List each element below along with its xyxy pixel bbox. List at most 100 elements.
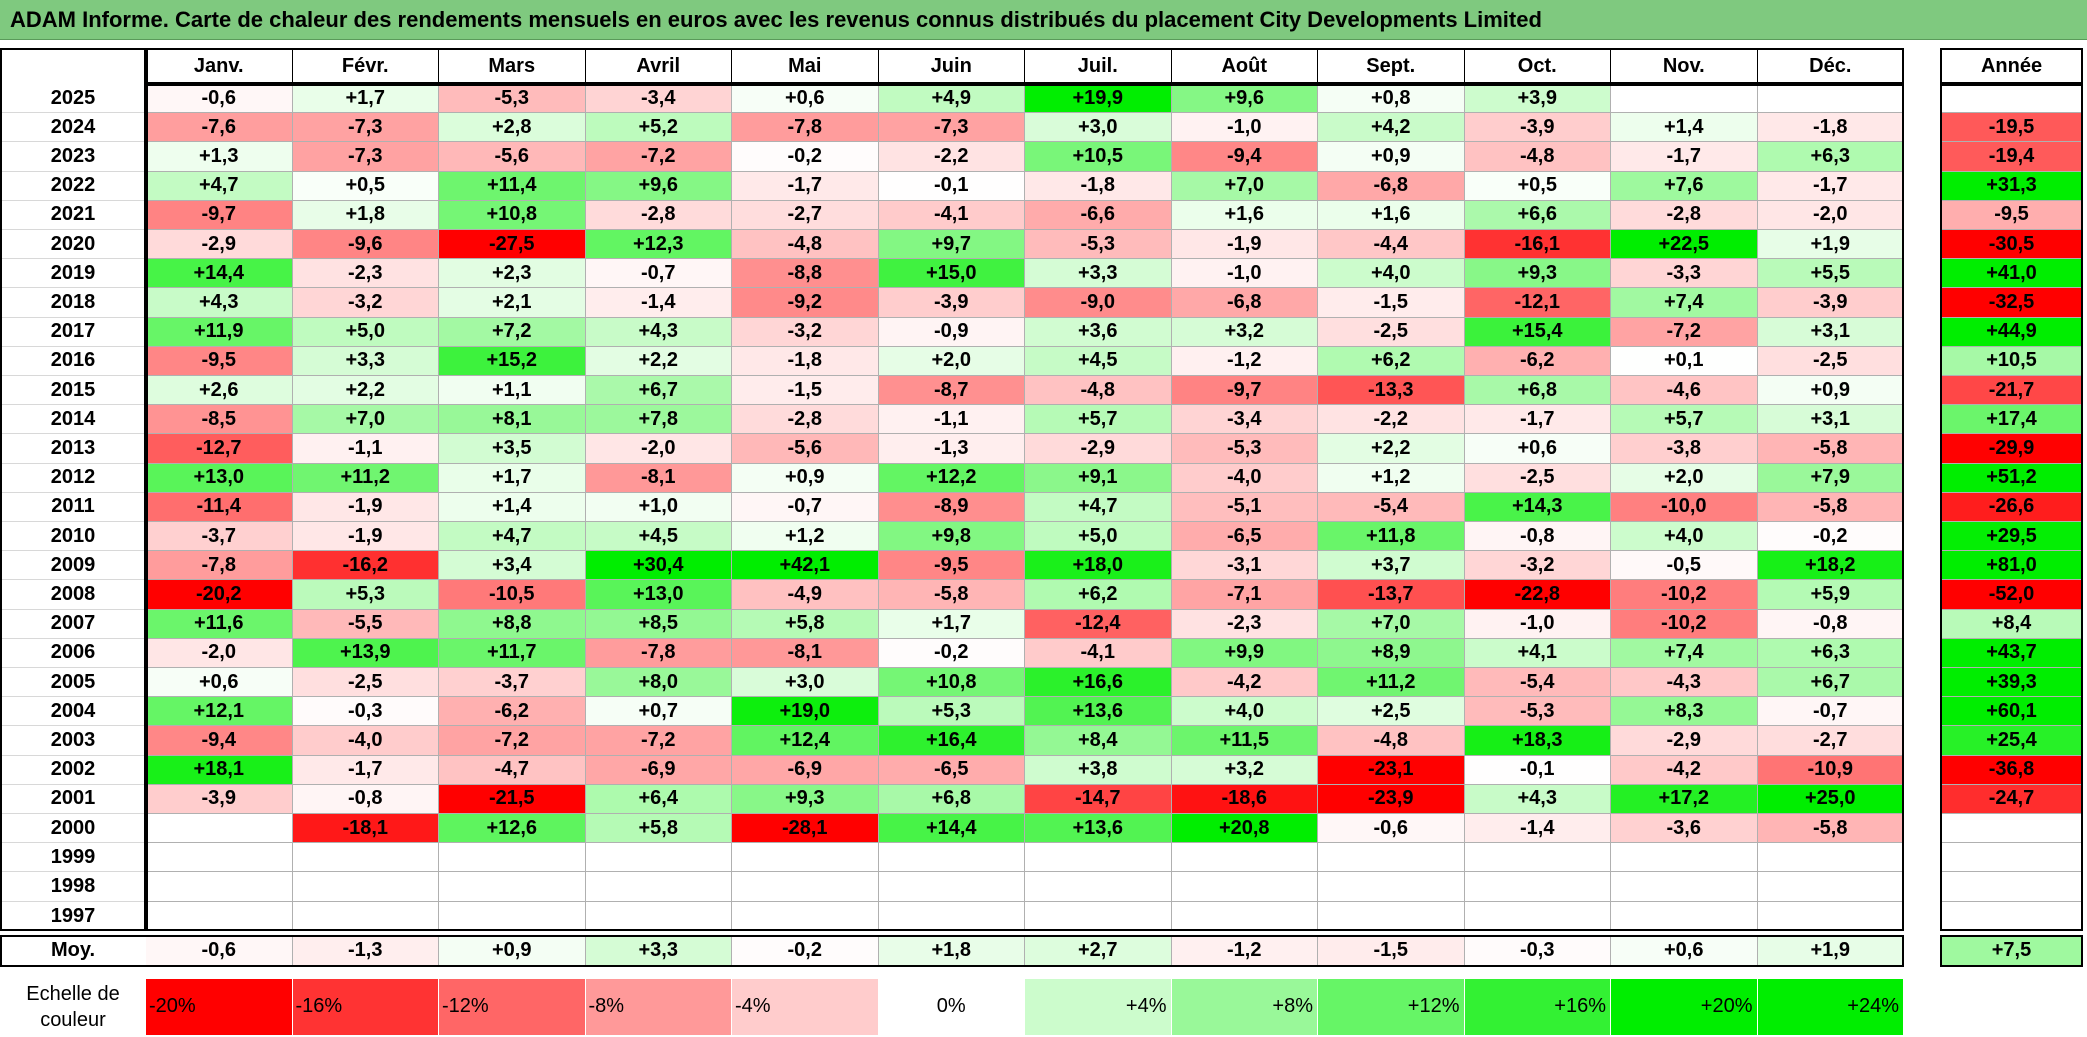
heatmap-cell: -5,8: [1757, 814, 1904, 844]
heatmap-cell: [439, 872, 586, 902]
heatmap-cell: -1,8: [1757, 113, 1904, 143]
heatmap-cell: +3,1: [1757, 317, 1904, 347]
heatmap-cell: -13,7: [1318, 580, 1465, 610]
heatmap-cell: +13,0: [146, 463, 293, 493]
heatmap-cell: +4,0: [1318, 259, 1465, 289]
month-header: Août: [1171, 48, 1318, 84]
heatmap-cell: +0,6: [146, 668, 293, 698]
heatmap-cell: +11,2: [1318, 668, 1465, 698]
heatmap-cell: -9,6: [292, 230, 439, 260]
row-year-label: 2016: [0, 346, 146, 376]
row-year-label: 2014: [0, 405, 146, 435]
heatmap-cell: +3,2: [1171, 755, 1318, 785]
heatmap-cell: -18,6: [1171, 784, 1318, 814]
annual-cell: +51,2: [1940, 463, 2083, 493]
heatmap-cell: [292, 843, 439, 873]
heatmap-cell: +1,1: [439, 376, 586, 406]
heatmap-cell: -12,7: [146, 434, 293, 464]
heatmap-cell: +4,0: [1171, 697, 1318, 727]
heatmap-cell: +6,4: [585, 784, 732, 814]
heatmap-cell: -3,9: [1757, 288, 1904, 318]
average-cell: -1,5: [1318, 934, 1465, 967]
heatmap-cell: -4,7: [439, 755, 586, 785]
heatmap-cell: +5,5: [1757, 259, 1904, 289]
heatmap-cell: +0,7: [585, 697, 732, 727]
heatmap-cell: +4,7: [439, 522, 586, 552]
row-year-label: 2021: [0, 200, 146, 230]
heatmap-cell: -6,6: [1025, 200, 1172, 230]
heatmap-cell: +3,2: [1171, 317, 1318, 347]
heatmap-cell: +1,7: [878, 609, 1025, 639]
heatmap-cell: -4,2: [1611, 755, 1758, 785]
heatmap-cell: +17,2: [1611, 784, 1758, 814]
heatmap-cell: +7,0: [1171, 171, 1318, 201]
heatmap-cell: +1,2: [1318, 463, 1465, 493]
chart-title: ADAM Informe. Carte de chaleur des rende…: [0, 0, 2087, 40]
legend-swatch: -8%: [585, 978, 732, 1035]
heatmap-cell: -2,5: [292, 668, 439, 698]
heatmap-cell: -2,7: [732, 200, 879, 230]
heatmap-cell: +3,9: [1464, 84, 1611, 114]
month-header: Avril: [585, 48, 732, 84]
heatmap-cell: -2,5: [1757, 346, 1904, 376]
heatmap-cell: +9,1: [1025, 463, 1172, 493]
heatmap-cell: -7,2: [1611, 317, 1758, 347]
heatmap-cell: +8,3: [1611, 697, 1758, 727]
heatmap-cell: -7,2: [439, 726, 586, 756]
heatmap-cell: +3,5: [439, 434, 586, 464]
legend-swatch: +12%: [1318, 978, 1465, 1035]
heatmap-cell: +10,8: [878, 668, 1025, 698]
heatmap-cell: -2,0: [1757, 200, 1904, 230]
heatmap-cell: [1318, 901, 1465, 931]
heatmap-cell: +0,8: [1318, 84, 1465, 114]
heatmap-cell: [1464, 872, 1611, 902]
row-year-label: 2000: [0, 814, 146, 844]
heatmap-cell: -28,1: [732, 814, 879, 844]
row-year-label: 2025: [0, 84, 146, 114]
heatmap-cell: +4,5: [585, 522, 732, 552]
heatmap-cell: [1757, 84, 1904, 114]
heatmap-cell: +2,2: [585, 346, 732, 376]
month-header: Mai: [732, 48, 879, 84]
heatmap-cell: -0,9: [878, 317, 1025, 347]
heatmap-cell: -2,8: [585, 200, 732, 230]
heatmap-cell: -4,4: [1318, 230, 1465, 260]
heatmap-cell: -1,1: [878, 405, 1025, 435]
heatmap-cell: +1,4: [439, 492, 586, 522]
heatmap-cell: -2,2: [1318, 405, 1465, 435]
month-header: Juil.: [1025, 48, 1172, 84]
heatmap-cell: -11,4: [146, 492, 293, 522]
row-year-label: 2009: [0, 551, 146, 581]
month-header: Juin: [878, 48, 1025, 84]
average-cell: -0,2: [732, 934, 879, 967]
heatmap-cell: -6,9: [585, 755, 732, 785]
heatmap-cell: -9,7: [1171, 376, 1318, 406]
heatmap-cell: -9,4: [146, 726, 293, 756]
heatmap-cell: -16,1: [1464, 230, 1611, 260]
heatmap-cell: -5,8: [1757, 492, 1904, 522]
heatmap-cell: +19,9: [1025, 84, 1172, 114]
row-year-label: 2005: [0, 668, 146, 698]
heatmap-cell: +9,8: [878, 522, 1025, 552]
heatmap-cell: -7,8: [585, 638, 732, 668]
row-year-label: 2011: [0, 492, 146, 522]
heatmap-cell: -5,6: [439, 142, 586, 172]
heatmap-cell: +1,6: [1318, 200, 1465, 230]
heatmap-cell: -2,8: [732, 405, 879, 435]
heatmap-cell: [1171, 843, 1318, 873]
heatmap-cell: +5,8: [585, 814, 732, 844]
heatmap-cell: -3,1: [1171, 551, 1318, 581]
heatmap-cell: +14,3: [1464, 492, 1611, 522]
heatmap-cell: +30,4: [585, 551, 732, 581]
heatmap-cell: [1464, 843, 1611, 873]
heatmap-cell: -6,8: [1318, 171, 1465, 201]
heatmap-cell: +18,3: [1464, 726, 1611, 756]
annual-cell: +29,5: [1940, 522, 2083, 552]
month-header: Mars: [439, 48, 586, 84]
heatmap-cell: -1,5: [732, 376, 879, 406]
heatmap-cell: +0,6: [732, 84, 879, 114]
heatmap-cell: -3,4: [585, 84, 732, 114]
heatmap-cell: -0,7: [1757, 697, 1904, 727]
heatmap-cell: [585, 872, 732, 902]
legend-swatch: 0%: [878, 978, 1025, 1035]
